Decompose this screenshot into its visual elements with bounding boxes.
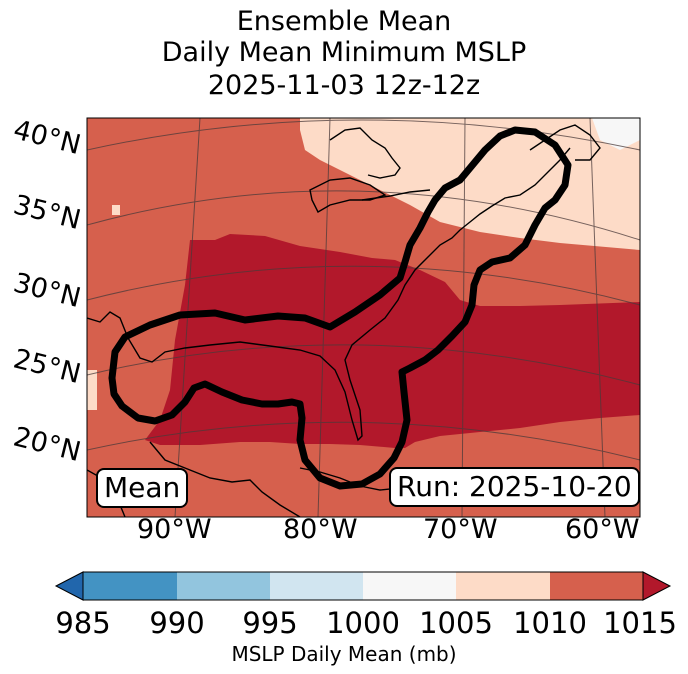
colorbar-bin-990-995 bbox=[177, 572, 270, 600]
lon-label-70w: 70°W bbox=[423, 514, 498, 545]
colorbar-bin-1010-1015 bbox=[550, 572, 643, 600]
run-date-box: Run: 2025-10-20 bbox=[389, 467, 640, 507]
field-1005-1010-patch bbox=[112, 205, 120, 215]
colorbar bbox=[54, 571, 672, 601]
title-line-2: Daily Mean Minimum MSLP bbox=[161, 37, 527, 68]
colorbar-tick-1010: 1010 bbox=[513, 606, 587, 640]
map-area bbox=[87, 118, 640, 517]
title-line-1: Ensemble Mean bbox=[236, 6, 452, 37]
colorbar-bin-1005-1010 bbox=[456, 572, 550, 600]
lon-label-90w: 90°W bbox=[137, 514, 212, 545]
colorbar-tick-1000: 1000 bbox=[326, 606, 400, 640]
colorbar-tick-990: 990 bbox=[149, 606, 205, 640]
field-over-1015 bbox=[145, 234, 640, 448]
colorbar-over-arrow bbox=[642, 571, 672, 601]
colorbar-bin-985-990 bbox=[83, 572, 177, 600]
field-1000-1005 bbox=[592, 118, 640, 150]
colorbar-tick-985: 985 bbox=[55, 606, 111, 640]
colorbar-tick-1005: 1005 bbox=[419, 606, 493, 640]
lon-label-80w: 80°W bbox=[283, 514, 358, 545]
mean-label-box: Mean bbox=[96, 468, 189, 508]
field-1005-1010-west bbox=[87, 370, 97, 410]
colorbar-bin-1000-1005 bbox=[363, 572, 456, 600]
colorbar-tick-995: 995 bbox=[242, 606, 298, 640]
title-line-3: 2025-11-03 12z-12z bbox=[207, 70, 481, 101]
colorbar-bin-995-1000 bbox=[270, 572, 363, 600]
colorbar-frame bbox=[82, 571, 644, 601]
colorbar-label: MSLP Daily Mean (mb) bbox=[231, 642, 457, 666]
map-frame bbox=[86, 117, 641, 518]
colorbar-under-arrow bbox=[54, 571, 84, 601]
colorbar-tick-1015: 1015 bbox=[603, 606, 677, 640]
lon-label-60w: 60°W bbox=[565, 514, 640, 545]
mean-min-contour bbox=[108, 126, 572, 490]
